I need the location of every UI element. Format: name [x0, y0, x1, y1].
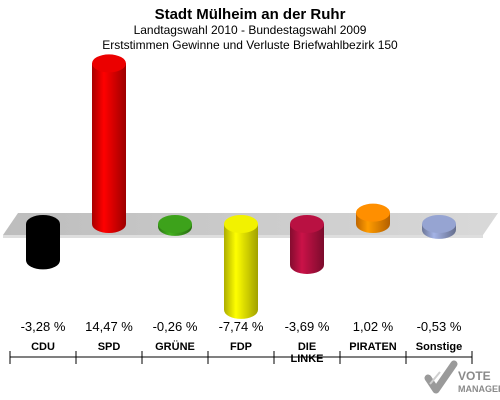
- vote-manager-logo: VOTE MANAGER: [424, 360, 500, 394]
- logo-line-2: MANAGER: [458, 384, 500, 394]
- bar-fdp: [224, 215, 258, 319]
- chart-subtitle: Landtagswahl 2010 - Bundestagswahl 2009: [133, 23, 367, 37]
- value-label: -7,74 %: [219, 319, 264, 334]
- chart-titles: Stadt Mülheim an der Ruhr Landtagswahl 2…: [0, 6, 500, 53]
- checkmark-icon: [424, 360, 458, 394]
- bar-piraten: [356, 203, 390, 233]
- value-label: -3,69 %: [285, 319, 330, 334]
- value-label: -0,53 %: [417, 319, 462, 334]
- party-label: PIRATEN: [349, 341, 397, 353]
- chart-subtitle-2: Erststimmen Gewinne und Verluste Briefwa…: [102, 38, 398, 52]
- bar-cdu: [26, 215, 60, 270]
- bar-spd: [92, 54, 126, 233]
- party-label: Sonstige: [416, 341, 462, 353]
- logo-line-1: VOTE: [458, 369, 491, 383]
- party-label: CDU: [31, 341, 55, 353]
- bar-sonstige: [422, 215, 456, 239]
- party-label: SPD: [98, 341, 121, 353]
- bar-die-linke: [290, 215, 324, 274]
- value-label: 14,47 %: [85, 319, 133, 334]
- party-label: FDP: [230, 341, 252, 353]
- value-label: 1,02 %: [353, 319, 394, 334]
- bar-grüne: [158, 215, 192, 236]
- party-label: DIE LINKE: [291, 341, 324, 365]
- party-label: GRÜNE: [155, 340, 195, 353]
- value-label: -3,28 %: [21, 319, 66, 334]
- chart-title: Stadt Mülheim an der Ruhr: [154, 6, 346, 23]
- value-label: -0,26 %: [153, 319, 198, 334]
